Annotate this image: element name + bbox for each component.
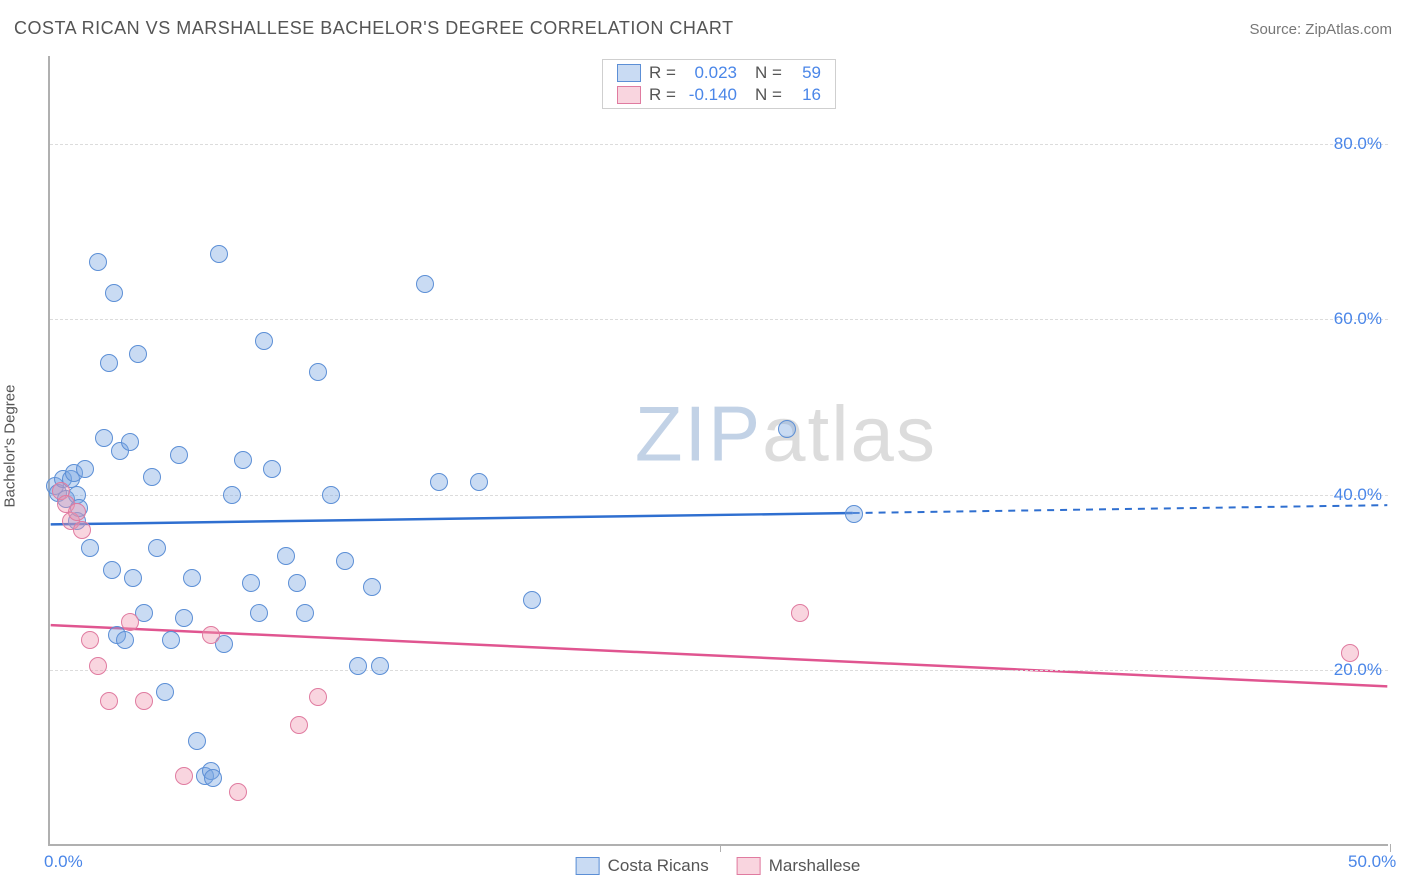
data-point: [778, 420, 796, 438]
swatch-marshallese: [737, 857, 761, 875]
data-point: [121, 613, 139, 631]
xtick-mark: [720, 844, 721, 852]
swatch-costarican: [617, 64, 641, 82]
r-label: R =: [649, 85, 677, 105]
swatch-costarican: [576, 857, 600, 875]
series-label-costarican: Costa Ricans: [608, 856, 709, 876]
data-point: [76, 460, 94, 478]
data-point: [1341, 644, 1359, 662]
ytick-label: 40.0%: [1334, 485, 1382, 505]
n-value-marshallese: 16: [791, 85, 821, 105]
data-point: [129, 345, 147, 363]
data-point: [371, 657, 389, 675]
data-point: [255, 332, 273, 350]
data-point: [242, 574, 260, 592]
gridline: [50, 144, 1388, 145]
data-point: [322, 486, 340, 504]
gridline: [50, 670, 1388, 671]
r-value-costarican: 0.023: [685, 63, 737, 83]
data-point: [89, 657, 107, 675]
data-point: [309, 363, 327, 381]
legend-row-costarican: R = 0.023 N = 59: [603, 62, 835, 84]
data-point: [175, 767, 193, 785]
data-point: [523, 591, 541, 609]
ytick-label: 80.0%: [1334, 134, 1382, 154]
r-label: R =: [649, 63, 677, 83]
data-point: [143, 468, 161, 486]
legend-item-costarican: Costa Ricans: [576, 856, 709, 876]
data-point: [470, 473, 488, 491]
data-point: [100, 354, 118, 372]
data-point: [430, 473, 448, 491]
data-point: [105, 284, 123, 302]
legend-correlation: R = 0.023 N = 59 R = -0.140 N = 16: [602, 59, 836, 109]
data-point: [162, 631, 180, 649]
xtick-label: 0.0%: [44, 852, 83, 872]
data-point: [121, 433, 139, 451]
data-point: [296, 604, 314, 622]
xtick-label: 50.0%: [1348, 852, 1396, 872]
data-point: [309, 688, 327, 706]
series-label-marshallese: Marshallese: [769, 856, 861, 876]
data-point: [416, 275, 434, 293]
data-point: [156, 683, 174, 701]
ytick-label: 20.0%: [1334, 660, 1382, 680]
data-point: [349, 657, 367, 675]
xtick-mark: [1390, 844, 1391, 852]
data-point: [95, 429, 113, 447]
n-value-costarican: 59: [791, 63, 821, 83]
n-label: N =: [755, 85, 783, 105]
gridline: [50, 495, 1388, 496]
chart-source: Source: ZipAtlas.com: [1249, 21, 1392, 38]
data-point: [170, 446, 188, 464]
n-label: N =: [755, 63, 783, 83]
r-value-marshallese: -0.140: [685, 85, 737, 105]
data-point: [183, 569, 201, 587]
legend-item-marshallese: Marshallese: [737, 856, 861, 876]
data-point: [290, 716, 308, 734]
data-point: [116, 631, 134, 649]
data-point: [263, 460, 281, 478]
data-point: [791, 604, 809, 622]
data-point: [89, 253, 107, 271]
data-point: [100, 692, 118, 710]
data-point: [336, 552, 354, 570]
swatch-marshallese: [617, 86, 641, 104]
y-axis-label: Bachelor's Degree: [2, 385, 19, 508]
data-point: [845, 505, 863, 523]
data-point: [234, 451, 252, 469]
data-point: [204, 769, 222, 787]
chart-title: COSTA RICAN VS MARSHALLESE BACHELOR'S DE…: [14, 18, 734, 39]
data-point: [223, 486, 241, 504]
data-point: [229, 783, 247, 801]
trend-lines: [50, 56, 1388, 844]
data-point: [103, 561, 121, 579]
legend-series: Costa Ricans Marshallese: [576, 856, 861, 876]
plot-area: ZIPatlas R = 0.023 N = 59 R = -0.140 N =…: [48, 56, 1388, 846]
ytick-label: 60.0%: [1334, 309, 1382, 329]
legend-row-marshallese: R = -0.140 N = 16: [603, 84, 835, 106]
data-point: [288, 574, 306, 592]
data-point: [202, 626, 220, 644]
data-point: [81, 539, 99, 557]
data-point: [135, 692, 153, 710]
data-point: [68, 503, 86, 521]
data-point: [124, 569, 142, 587]
data-point: [277, 547, 295, 565]
data-point: [73, 521, 91, 539]
gridline: [50, 319, 1388, 320]
watermark-zip: ZIP: [635, 390, 762, 478]
data-point: [363, 578, 381, 596]
data-point: [250, 604, 268, 622]
data-point: [188, 732, 206, 750]
data-point: [175, 609, 193, 627]
data-point: [81, 631, 99, 649]
data-point: [210, 245, 228, 263]
plot-wrap: ZIPatlas R = 0.023 N = 59 R = -0.140 N =…: [48, 56, 1388, 846]
data-point: [148, 539, 166, 557]
